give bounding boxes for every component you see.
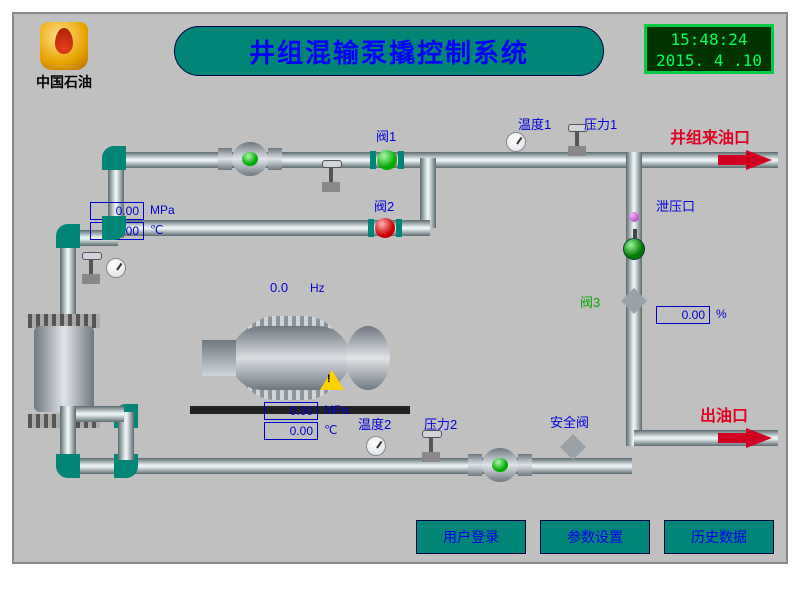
cnpc-logo: 中国石油	[24, 22, 104, 102]
hmi-screen: 中国石油 井组混输泵撬控制系统 15:48:24 2015. 4 .10 井组来…	[12, 12, 788, 564]
temp1-label: 温度1	[518, 114, 551, 133]
elbow-icon	[56, 454, 80, 478]
process-diagram: 井组来油口 温度1 压力1 泄压口 阀3 0.00 % 阀1	[20, 106, 780, 512]
valve1-icon[interactable]	[370, 148, 404, 172]
page-title: 井组混输泵撬控制系统	[174, 26, 604, 76]
press2-valve-icon	[422, 434, 440, 460]
valve3-icon[interactable]	[621, 288, 647, 314]
t-in-unit: ℃	[150, 223, 163, 237]
p-out-value: 0.00	[264, 402, 318, 420]
outlet-label: 出油口	[700, 402, 748, 426]
check-valve-lower-icon	[468, 448, 532, 482]
warning-triangle-icon: !	[320, 370, 344, 390]
page-title-text: 井组混输泵撬控制系统	[249, 33, 529, 70]
p-out-unit: MPa	[324, 403, 349, 417]
hand-valve-upper-icon[interactable]	[322, 164, 340, 190]
inlet-arrow-icon	[746, 150, 772, 170]
hz-value: 0.0	[270, 280, 288, 295]
temp2-gauge-icon	[366, 436, 386, 456]
valve1-label: 阀1	[376, 126, 396, 145]
params-button[interactable]: 参数设置	[540, 520, 650, 554]
valve2-icon[interactable]	[368, 216, 402, 240]
hz-unit: Hz	[310, 281, 325, 295]
inlet-label: 井组来油口	[670, 124, 750, 148]
temp1-gauge-icon	[506, 132, 526, 152]
safety-valve-icon	[560, 434, 586, 460]
elbow-icon	[102, 146, 126, 170]
relief-port-icon	[629, 212, 639, 222]
valve3-label: 阀3	[580, 292, 600, 311]
history-button[interactable]: 历史数据	[664, 520, 774, 554]
cnpc-logo-text: 中国石油	[36, 72, 92, 92]
t-out-value: 0.00	[264, 422, 318, 440]
actuator-icon	[623, 238, 645, 260]
hand-valve-pump-in-icon[interactable]	[82, 256, 100, 282]
button-bar: 用户登录 参数设置 历史数据	[416, 520, 774, 554]
clock-panel: 15:48:24 2015. 4 .10	[644, 24, 774, 74]
check-valve-upper-icon	[218, 142, 282, 176]
pct-unit: %	[716, 307, 727, 321]
login-button[interactable]: 用户登录	[416, 520, 526, 554]
pipe-out-hop-h	[76, 406, 124, 422]
pipe-mid-v	[420, 158, 436, 228]
t-out-unit: ℃	[324, 423, 337, 437]
pipe-out-bottom	[64, 458, 632, 474]
cnpc-logo-badge	[40, 22, 88, 70]
clock-date: 2015. 4 .10	[647, 51, 771, 72]
p-in-unit: MPa	[150, 203, 175, 217]
press2-label: 压力2	[424, 414, 457, 433]
outlet-arrow-icon	[746, 428, 772, 448]
temp2-label: 温度2	[358, 414, 391, 433]
valve2-label: 阀2	[374, 196, 394, 215]
elbow-icon	[102, 216, 126, 240]
relief-label: 泄压口	[656, 196, 695, 215]
clock-time: 15:48:24	[647, 30, 771, 51]
gauge-pump-in-icon	[106, 258, 126, 278]
pct-value: 0.00	[656, 306, 710, 324]
safety-label: 安全阀	[550, 412, 589, 431]
press1-label: 压力1	[584, 114, 617, 133]
elbow-icon	[56, 224, 80, 248]
